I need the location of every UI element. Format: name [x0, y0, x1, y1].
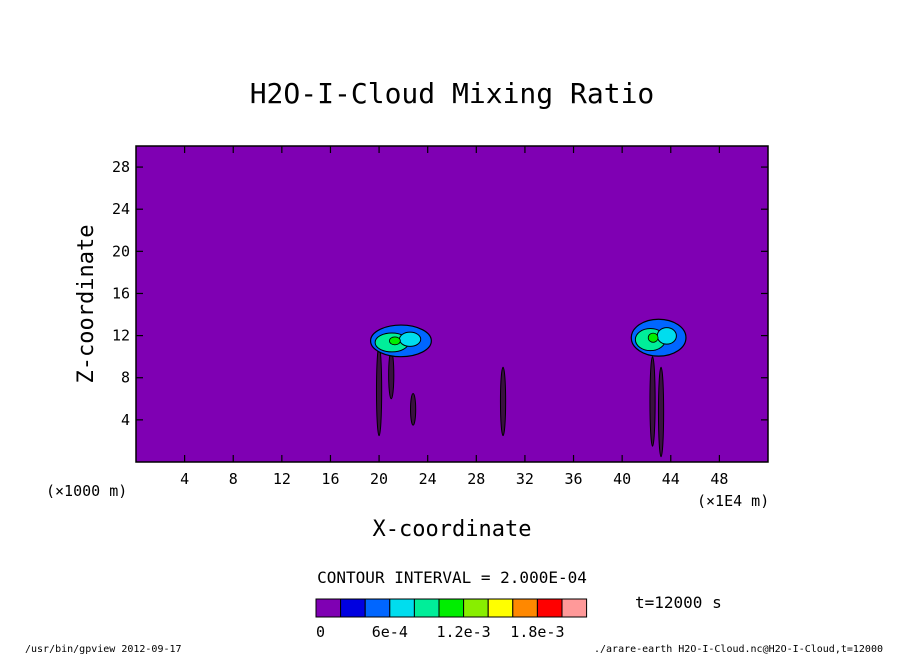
y-tick-label: 20	[112, 242, 130, 260]
x-tick-label: 36	[565, 470, 583, 488]
precip-streak	[388, 350, 395, 400]
cloud-peak	[389, 336, 401, 346]
precip-streak	[410, 393, 417, 426]
colorbar-swatch	[561, 598, 588, 618]
colorbar-label: 1.8e-3	[510, 623, 564, 641]
colorbar-label: 6e-4	[372, 623, 408, 641]
y-tick-label: 16	[112, 284, 130, 302]
x-tick-label: 32	[516, 470, 534, 488]
colorbar-labels: 0 6e-4 1.2e-3 1.8e-3	[316, 623, 564, 641]
x-axis-ticks: 4 8 12 16 20 24 28 32 36 40 44 48	[180, 146, 728, 488]
colorbar-swatch	[389, 598, 415, 618]
plot-background	[136, 146, 768, 462]
x-units-left: (×1000 m)	[46, 482, 127, 500]
x-tick-label: 8	[229, 470, 238, 488]
x-tick-label: 48	[710, 470, 728, 488]
y-tick-label: 4	[121, 411, 130, 429]
x-units-right: (×1E4 m)	[697, 492, 769, 510]
colorbar	[315, 598, 588, 618]
colorbar-label: 0	[316, 623, 325, 641]
time-label: t=12000 s	[635, 593, 722, 612]
colorbar-swatch	[315, 598, 342, 618]
contour-interval: CONTOUR INTERVAL = 2.000E-04	[317, 568, 587, 587]
x-tick-label: 12	[273, 470, 291, 488]
y-tick-label: 8	[121, 369, 130, 387]
footer-left: /usr/bin/gpview 2012-09-17	[25, 644, 182, 654]
colorbar-swatch	[438, 598, 465, 618]
cloud-core	[398, 331, 422, 347]
colorbar-swatch	[536, 598, 563, 618]
x-axis-label: X-coordinate	[373, 517, 532, 542]
colorbar-swatch	[463, 598, 489, 618]
precip-streak	[499, 366, 507, 437]
y-axis-label: Z-coordinate	[74, 225, 99, 384]
cloud-core	[656, 327, 677, 345]
x-tick-label: 24	[419, 470, 437, 488]
x-tick-label: 44	[662, 470, 680, 488]
x-tick-label: 4	[180, 470, 189, 488]
y-tick-label: 12	[112, 327, 130, 345]
x-tick-label: 28	[467, 470, 485, 488]
y-tick-label: 24	[112, 200, 130, 218]
cloud-peak	[647, 332, 659, 343]
x-tick-label: 16	[321, 470, 339, 488]
colorbar-swatch	[340, 598, 366, 618]
colorbar-label: 1.2e-3	[437, 623, 491, 641]
y-axis-ticks: 4 8 12 16 20 24 28	[112, 158, 768, 429]
plot-frame	[135, 145, 769, 463]
y-tick-label: 28	[112, 158, 130, 176]
colorbar-swatch	[487, 598, 514, 618]
footer-right: ./arare-earth_H2O-I-Cloud.nc@H2O-I-Cloud…	[594, 644, 883, 654]
x-tick-label: 40	[613, 470, 631, 488]
precip-streak	[649, 356, 656, 447]
cloud-contours	[369, 318, 687, 458]
precip-streak	[657, 366, 665, 458]
chart-title: H2O-I-Cloud Mixing Ratio	[250, 77, 655, 110]
colorbar-swatch	[413, 598, 440, 618]
colorbar-swatch	[364, 598, 391, 618]
x-tick-label: 20	[370, 470, 388, 488]
precip-streak	[375, 345, 383, 437]
colorbar-swatch	[512, 598, 538, 618]
